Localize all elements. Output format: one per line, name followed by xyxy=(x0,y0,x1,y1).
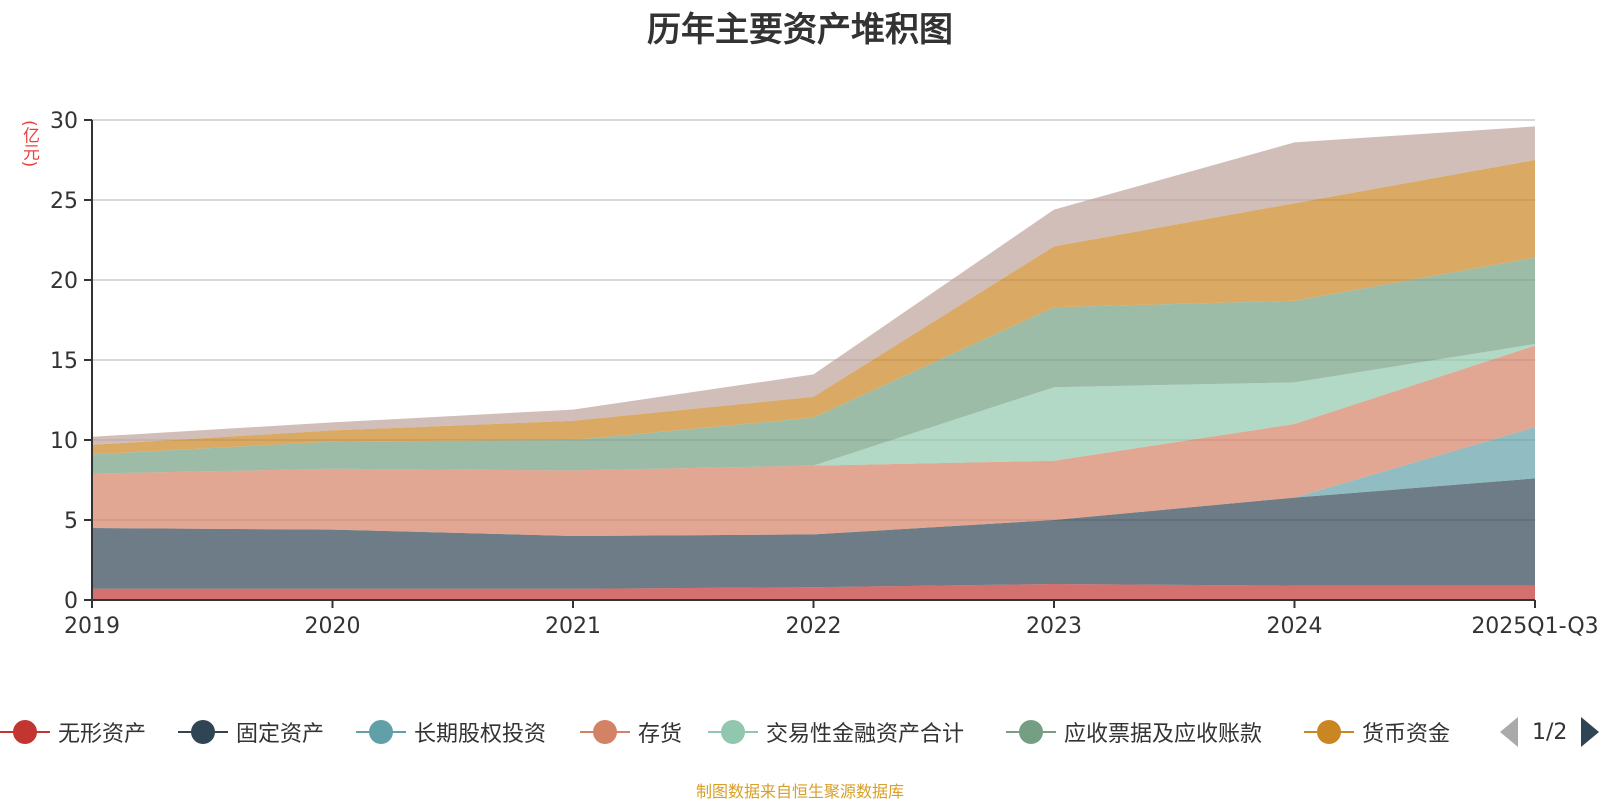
x-tick-label: 2019 xyxy=(64,614,120,639)
legend-label: 固定资产 xyxy=(236,722,325,747)
legend-item[interactable]: 无形资产 xyxy=(0,712,146,752)
area-货币资金 xyxy=(92,160,1535,455)
legend-label: 交易性金融资产合计 xyxy=(766,722,965,747)
legend-marker-icon xyxy=(708,719,758,745)
x-tick-label: 2022 xyxy=(786,614,842,639)
legend-item[interactable]: 货币资金 xyxy=(1304,712,1450,752)
legend-label: 无形资产 xyxy=(58,722,147,747)
y-tick-label: 5 xyxy=(64,509,78,534)
area-无形资产 xyxy=(92,584,1535,600)
x-tick-label: 2023 xyxy=(1026,614,1082,639)
legend-marker-icon xyxy=(178,719,228,745)
data-source-note: 制图数据来自恒生聚源数据库 xyxy=(695,782,904,801)
legend-item[interactable]: 固定资产 xyxy=(178,712,324,752)
legend-pager: 1/2 xyxy=(1500,712,1600,752)
stacked-area-chart: 0 5 10 15 20 25 30 2019 2020 2021 2022 2023 2024 202… xyxy=(50,109,1599,639)
legend-marker-icon xyxy=(356,719,406,745)
chart-title: 历年主要资产堆积图 xyxy=(647,10,953,50)
legend-label: 存货 xyxy=(638,722,683,747)
y-tick-label: 10 xyxy=(50,429,78,454)
legend-marker-icon xyxy=(0,719,50,745)
legend-item[interactable]: 存货 xyxy=(580,712,682,752)
legend-marker-icon xyxy=(580,719,630,745)
area-交易性金融资产合计 xyxy=(92,344,1535,474)
y-tick-label: 15 xyxy=(50,349,78,374)
area-存货 xyxy=(92,345,1535,536)
area-固定资产 xyxy=(92,478,1535,589)
legend-next-page-icon[interactable] xyxy=(1581,717,1600,747)
y-tick-label: 25 xyxy=(50,189,78,214)
area-其他 xyxy=(92,126,1535,445)
legend-label: 货币资金 xyxy=(1362,722,1451,747)
x-tick-label: 2021 xyxy=(545,614,601,639)
legend-item[interactable]: 长期股权投资 xyxy=(356,712,546,752)
legend: 无形资产 固定资产 长期股权投资 存货 交易性金融资产合计 应收票据及应收账款 货币资金 xyxy=(0,712,1600,752)
legend-marker-icon xyxy=(1006,719,1056,745)
legend-prev-page-icon[interactable] xyxy=(1500,717,1518,747)
y-tick-label: 0 xyxy=(64,589,78,614)
y-tick-labels: 0 5 10 15 20 25 30 xyxy=(50,109,92,614)
x-tick-label: 2025Q1-Q3 xyxy=(1471,614,1598,639)
legend-page-indicator: 1/2 xyxy=(1532,719,1568,745)
y-tick-label: 30 xyxy=(50,109,78,134)
x-tick-labels: 2019 2020 2021 2022 2023 2024 2025Q1-Q3 xyxy=(64,600,1599,639)
y-axis-unit-label: (亿元) xyxy=(19,120,39,168)
x-tick-label: 2020 xyxy=(305,614,361,639)
legend-marker-icon xyxy=(1304,719,1354,745)
legend-item[interactable]: 应收票据及应收账款 xyxy=(1006,712,1262,752)
x-tick-label: 2024 xyxy=(1267,614,1323,639)
area-series xyxy=(92,126,1535,600)
legend-item[interactable]: 交易性金融资产合计 xyxy=(708,712,964,752)
y-tick-label: 20 xyxy=(50,269,78,294)
area-应收票据及应收账款 xyxy=(92,257,1535,474)
legend-label: 长期股权投资 xyxy=(414,722,547,747)
legend-label: 应收票据及应收账款 xyxy=(1064,722,1263,747)
